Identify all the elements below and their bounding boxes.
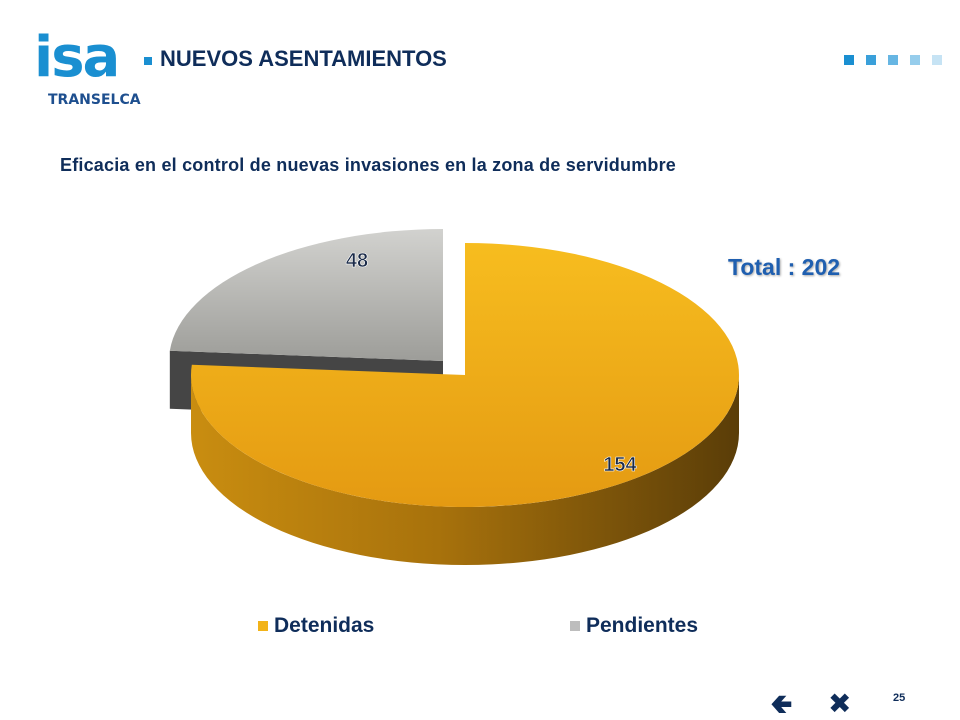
logo-wordmark: isa: [34, 25, 120, 90]
slice-top: [191, 243, 740, 508]
slice-top: [169, 229, 444, 361]
legend-swatch-pendientes: [570, 621, 580, 631]
total-label: Total : 202: [728, 254, 841, 280]
data-label-pendientes: 48: [346, 250, 368, 272]
legend-label-detenidas: Detenidas: [274, 614, 375, 637]
legend-label-pendientes: Pendientes: [586, 614, 699, 637]
logo-subtext: TRANSELCA: [48, 92, 141, 108]
legend-item-detenidas: Detenidas: [258, 614, 374, 638]
data-label-detenidas: 154: [603, 454, 637, 476]
chart-subtitle: Eficacia en el control de nuevas invasio…: [60, 155, 677, 175]
decorative-squares: [844, 55, 942, 65]
logo-dot: [144, 57, 152, 65]
slice-side-wall: [191, 375, 739, 565]
page-number: 25: [893, 692, 906, 704]
close-x-icon[interactable]: ✖: [828, 688, 852, 719]
pie-slice-detenidas: 154: [191, 243, 740, 565]
legend-swatch-detenidas: [258, 621, 268, 631]
page-title: NUEVOS ASENTAMIENTOS: [160, 46, 447, 71]
arrow-left-icon[interactable]: 🢀: [770, 688, 793, 719]
legend-item-pendientes: Pendientes: [570, 614, 698, 638]
isa-transelca-logo: isa TRANSELCA: [34, 30, 154, 112]
